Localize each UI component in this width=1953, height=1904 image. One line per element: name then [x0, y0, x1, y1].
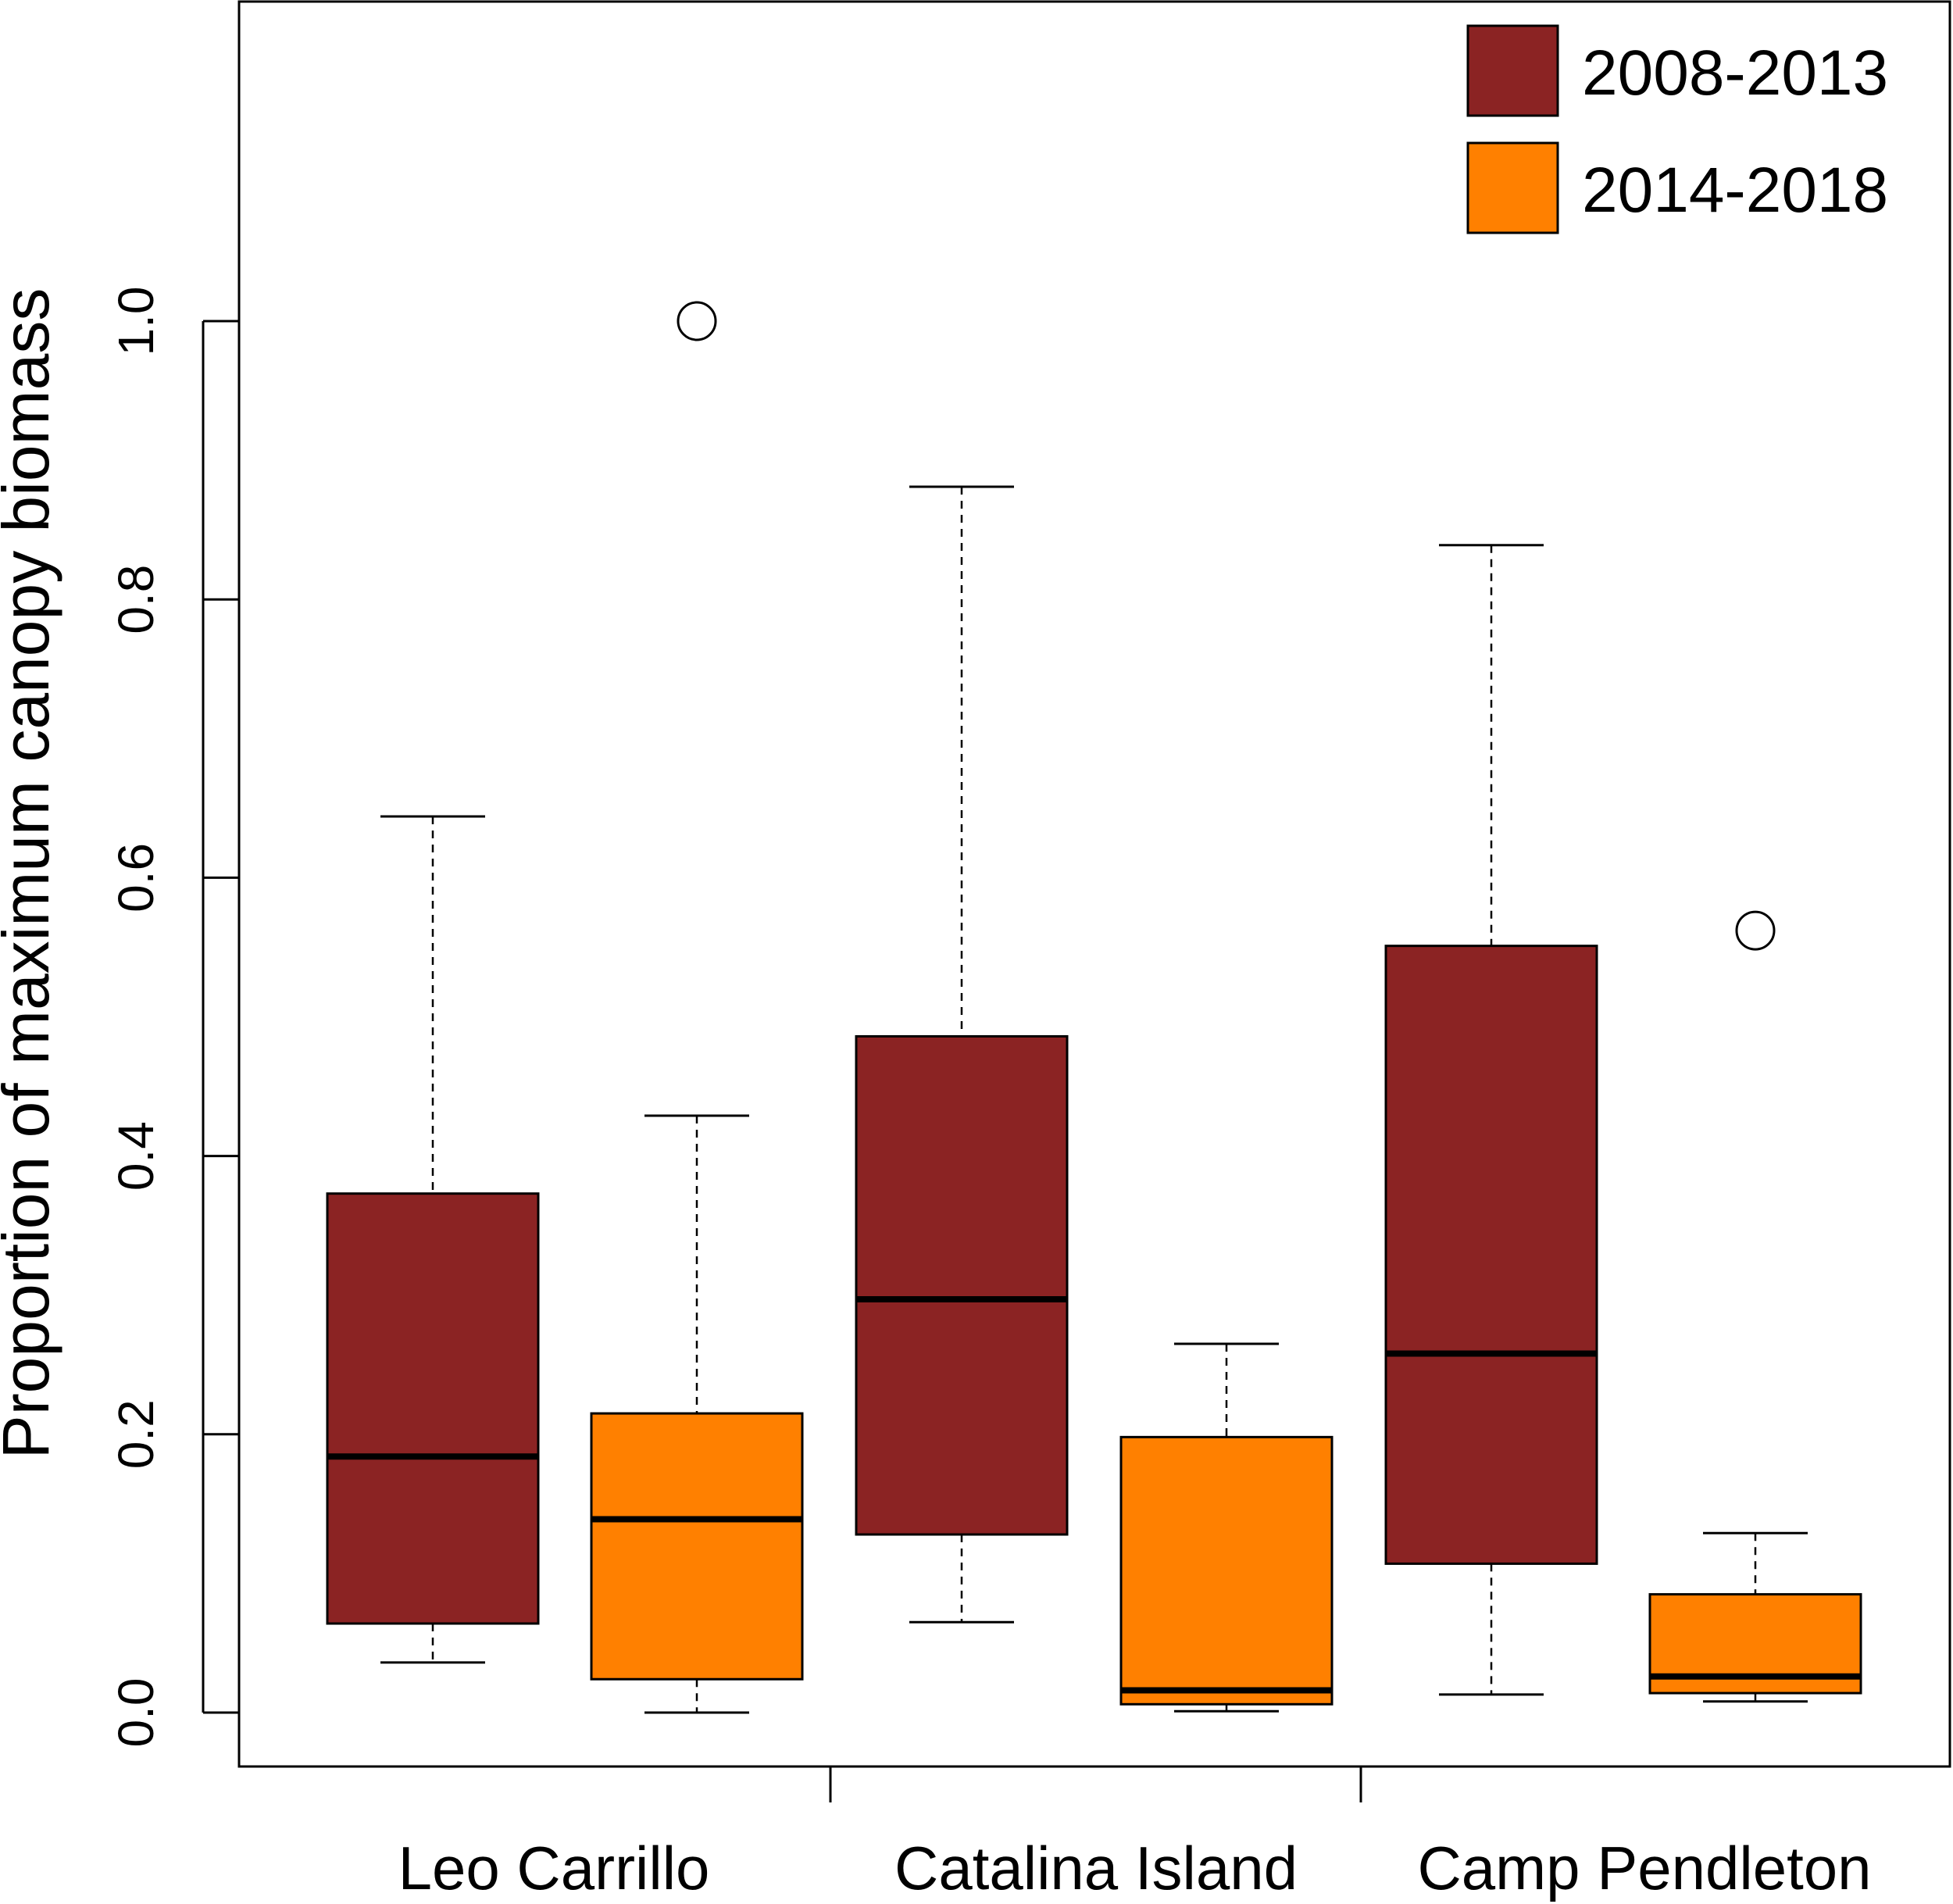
- x-category-label: Camp Pendleton: [1417, 1834, 1871, 1902]
- box-0-2: [1384, 544, 1598, 1696]
- y-axis-title: Proportion of maximum canopy biomass: [0, 288, 62, 1459]
- box-0-1: [855, 485, 1069, 1624]
- box-groups: [326, 301, 1862, 1714]
- iqr-box: [855, 1034, 1069, 1536]
- y-axis: 0.0 0.2 0.4 0.6 0.8 1.0: [108, 287, 239, 1748]
- y-tick-label: 0.0: [108, 1678, 164, 1748]
- legend-label: 2014-2018: [1582, 155, 1888, 226]
- box-1-0: [590, 301, 804, 1714]
- plot-frame: [237, 0, 1951, 1768]
- outlier-point: [677, 301, 717, 341]
- iqr-box: [590, 1412, 804, 1681]
- legend: 2008-2013 2014-2018: [1466, 24, 1888, 234]
- y-tick-label: 0.4: [108, 1121, 164, 1191]
- iqr-box: [1119, 1435, 1334, 1706]
- legend-swatch: [1466, 24, 1559, 117]
- iqr-box: [326, 1192, 540, 1625]
- legend-swatch: [1466, 141, 1559, 234]
- x-axis: Leo Carrillo Catalina Island Camp Pendleto…: [398, 1766, 1872, 1902]
- x-category-label: Leo Carrillo: [398, 1834, 710, 1902]
- y-tick-label: 1.0: [108, 287, 164, 356]
- outlier-point: [1735, 910, 1776, 951]
- y-tick-label: 0.6: [108, 843, 164, 913]
- box-0-0: [326, 815, 540, 1664]
- legend-label: 2008-2013: [1582, 38, 1888, 109]
- iqr-box: [1384, 945, 1598, 1565]
- box-1-2: [1648, 910, 1862, 1703]
- box-1-1: [1119, 1342, 1334, 1713]
- x-category-label: Catalina Island: [894, 1834, 1298, 1902]
- y-tick-label: 0.2: [108, 1399, 164, 1469]
- y-tick-label: 0.8: [108, 565, 164, 634]
